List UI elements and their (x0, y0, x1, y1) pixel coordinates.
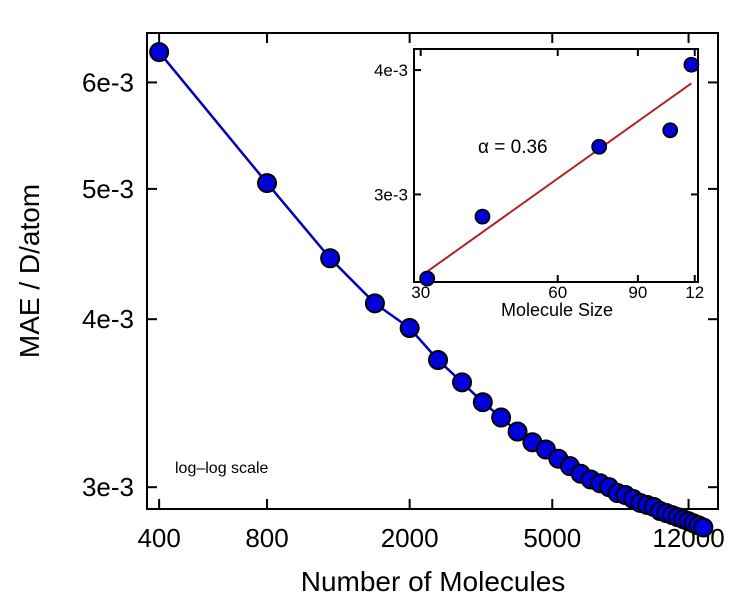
main-y-tick-label: 3e-3 (82, 472, 134, 502)
inset-x-tick-label: 60 (548, 283, 567, 302)
main-data-point (149, 42, 170, 63)
main-plot-frame (146, 32, 719, 510)
inset-data-point (474, 208, 491, 225)
main-data-point (507, 421, 528, 442)
inset-fit-line (426, 82, 692, 273)
main-data-point (452, 372, 473, 393)
inset-annotation: α = 0.36 (478, 137, 548, 158)
main-y-tick-label: 5e-3 (82, 174, 134, 204)
x-axis-label: Number of Molecules (301, 566, 566, 597)
inset-x-tick-label: 12 (685, 283, 704, 302)
inset-y-tick-label: 4e-3 (374, 61, 408, 80)
main-x-tick-label: 400 (137, 523, 180, 553)
inset-plot-frame (413, 48, 699, 283)
main-data-point (364, 293, 385, 314)
main-y-tick-label: 4e-3 (82, 304, 134, 334)
inset-data-point (591, 138, 608, 155)
inset-x-axis-label: Molecule Size (501, 300, 613, 320)
inset-x-tick-label: 30 (411, 283, 430, 302)
inset-data-point (683, 56, 700, 73)
main-data-point (399, 318, 420, 339)
inset-y-tick-label: 3e-3 (374, 185, 408, 204)
main-data-point (491, 407, 512, 428)
main-y-tick-label: 6e-3 (82, 67, 134, 97)
main-data-point (693, 517, 714, 538)
inset-data-point (662, 122, 679, 139)
inset-series-points (419, 56, 700, 287)
inset-data-point (419, 270, 436, 287)
y-axis-label: MAE / D/atom (14, 184, 45, 358)
inset-ticks: 30 60 90 12 3e-3 4e-3 (374, 49, 704, 302)
main-x-tick-label: 800 (245, 523, 288, 553)
main-data-point (320, 248, 341, 269)
main-x-tick-label: 5000 (523, 523, 581, 553)
main-annotation: log–log scale (175, 460, 269, 477)
main-data-point (472, 392, 493, 413)
main-series-points (149, 42, 714, 538)
main-data-point (257, 173, 278, 194)
main-x-tick-label: 2000 (381, 523, 439, 553)
inset-x-tick-label: 90 (628, 283, 647, 302)
main-data-point (428, 350, 449, 371)
inset-fit-path (426, 82, 692, 273)
